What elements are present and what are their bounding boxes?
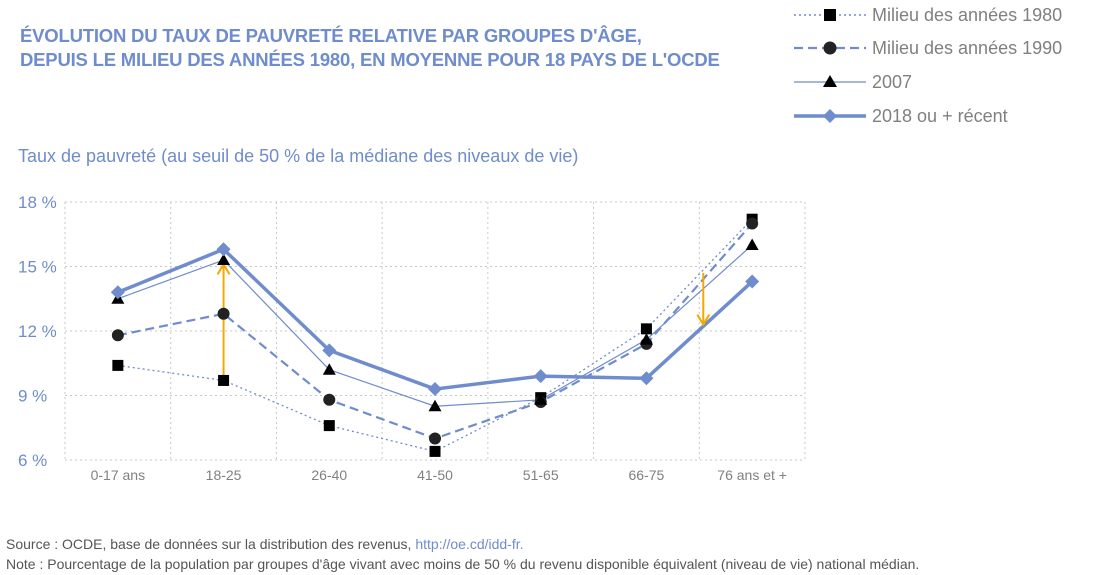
series-0-point-5 <box>640 323 652 335</box>
y-tick-label-3: 15 % <box>18 258 57 277</box>
y-axis-title: Taux de pauvreté (au seuil de 50 % de la… <box>18 146 579 166</box>
series-0-point-3 <box>429 445 441 457</box>
series-3-point-3 <box>428 382 442 397</box>
x-tick-label-6: 76 ans et + <box>717 467 787 483</box>
legend-label-2007: 2007 <box>872 72 913 92</box>
annotation-arrow-1-head <box>696 314 711 327</box>
series-3-point-1 <box>216 242 231 257</box>
series-3-point-4 <box>533 369 548 384</box>
series-1-point-3 <box>429 432 441 445</box>
x-tick-label-0: 0-17 ans <box>91 467 145 483</box>
legend-swatch-1990 <box>794 41 866 55</box>
legend-item-1990: Milieu des années 1990 <box>790 33 1095 63</box>
chart-legend: Milieu des années 1980 Milieu des années… <box>790 0 1095 135</box>
source-text: Source : OCDE, base de données sur la di… <box>6 536 416 552</box>
series-3-point-2 <box>322 343 337 358</box>
x-tick-label-4: 51-65 <box>523 467 559 483</box>
legend-item-2007: 2007 <box>790 67 1095 97</box>
legend-item-1980: Milieu des années 1980 <box>790 0 1095 30</box>
y-tick-label-0: 6 % <box>18 451 47 470</box>
series-line-3 <box>117 247 754 391</box>
series-2-point-2 <box>322 363 336 375</box>
series-2-point-5 <box>639 333 653 345</box>
source-link[interactable]: http://oe.cd/idd-fr. <box>415 536 524 552</box>
legend-label-1980: Milieu des années 1980 <box>872 5 1063 25</box>
line-chart: 6 % 9 % 12 % 15 % 18 % 0-17 ans 18-25 26-40 41-5… <box>18 193 806 483</box>
legend-label-1990: Milieu des années 1990 <box>872 38 1063 58</box>
series-0-point-0 <box>112 359 124 371</box>
chart-title: ÉVOLUTION DU TAUX DE PAUVRETÉ RELATIVE P… <box>20 24 720 72</box>
legend-swatch-1980 <box>794 9 866 21</box>
x-tick-label-1: 18-25 <box>206 467 242 483</box>
series-1-point-1 <box>217 307 230 320</box>
x-tick-label-3: 41-50 <box>417 467 453 483</box>
y-tick-label-4: 18 % <box>18 193 57 212</box>
legend-label-2018: 2018 ou + récent <box>872 106 1008 126</box>
series-2-point-3 <box>428 399 442 412</box>
series-0-point-2 <box>323 420 335 432</box>
chart-title-line-1: ÉVOLUTION DU TAUX DE PAUVRETÉ RELATIVE P… <box>20 25 642 46</box>
series-3-point-6 <box>745 274 760 289</box>
series-1-point-0 <box>111 329 124 342</box>
source-line: Source : OCDE, base de données sur la di… <box>6 534 919 554</box>
chart-title-line-2: DEPUIS LE MILIEU DES ANNÉES 1980, EN MOY… <box>20 49 720 70</box>
series-2-point-6 <box>745 238 759 250</box>
series-3-point-0 <box>110 285 125 300</box>
series-1-point-2 <box>323 393 336 406</box>
legend-swatch-2007 <box>794 75 866 87</box>
note-line: Note : Pourcentage de la population par … <box>6 556 920 572</box>
y-tick-label-1: 9 % <box>18 387 47 406</box>
chart-footer: Source : OCDE, base de données sur la di… <box>6 534 919 574</box>
series-2-point-1 <box>217 253 231 266</box>
series-3-point-5 <box>639 371 654 386</box>
series-0-point-1 <box>218 374 230 386</box>
legend-item-2018: 2018 ou + récent <box>790 101 1095 131</box>
legend-swatch-2018 <box>794 109 866 123</box>
series-1-point-6 <box>746 217 759 230</box>
y-tick-label-2: 12 % <box>18 322 57 341</box>
x-tick-label-5: 66-75 <box>629 467 665 483</box>
x-tick-label-2: 26-40 <box>311 467 347 483</box>
series-2-point-4 <box>534 393 548 405</box>
